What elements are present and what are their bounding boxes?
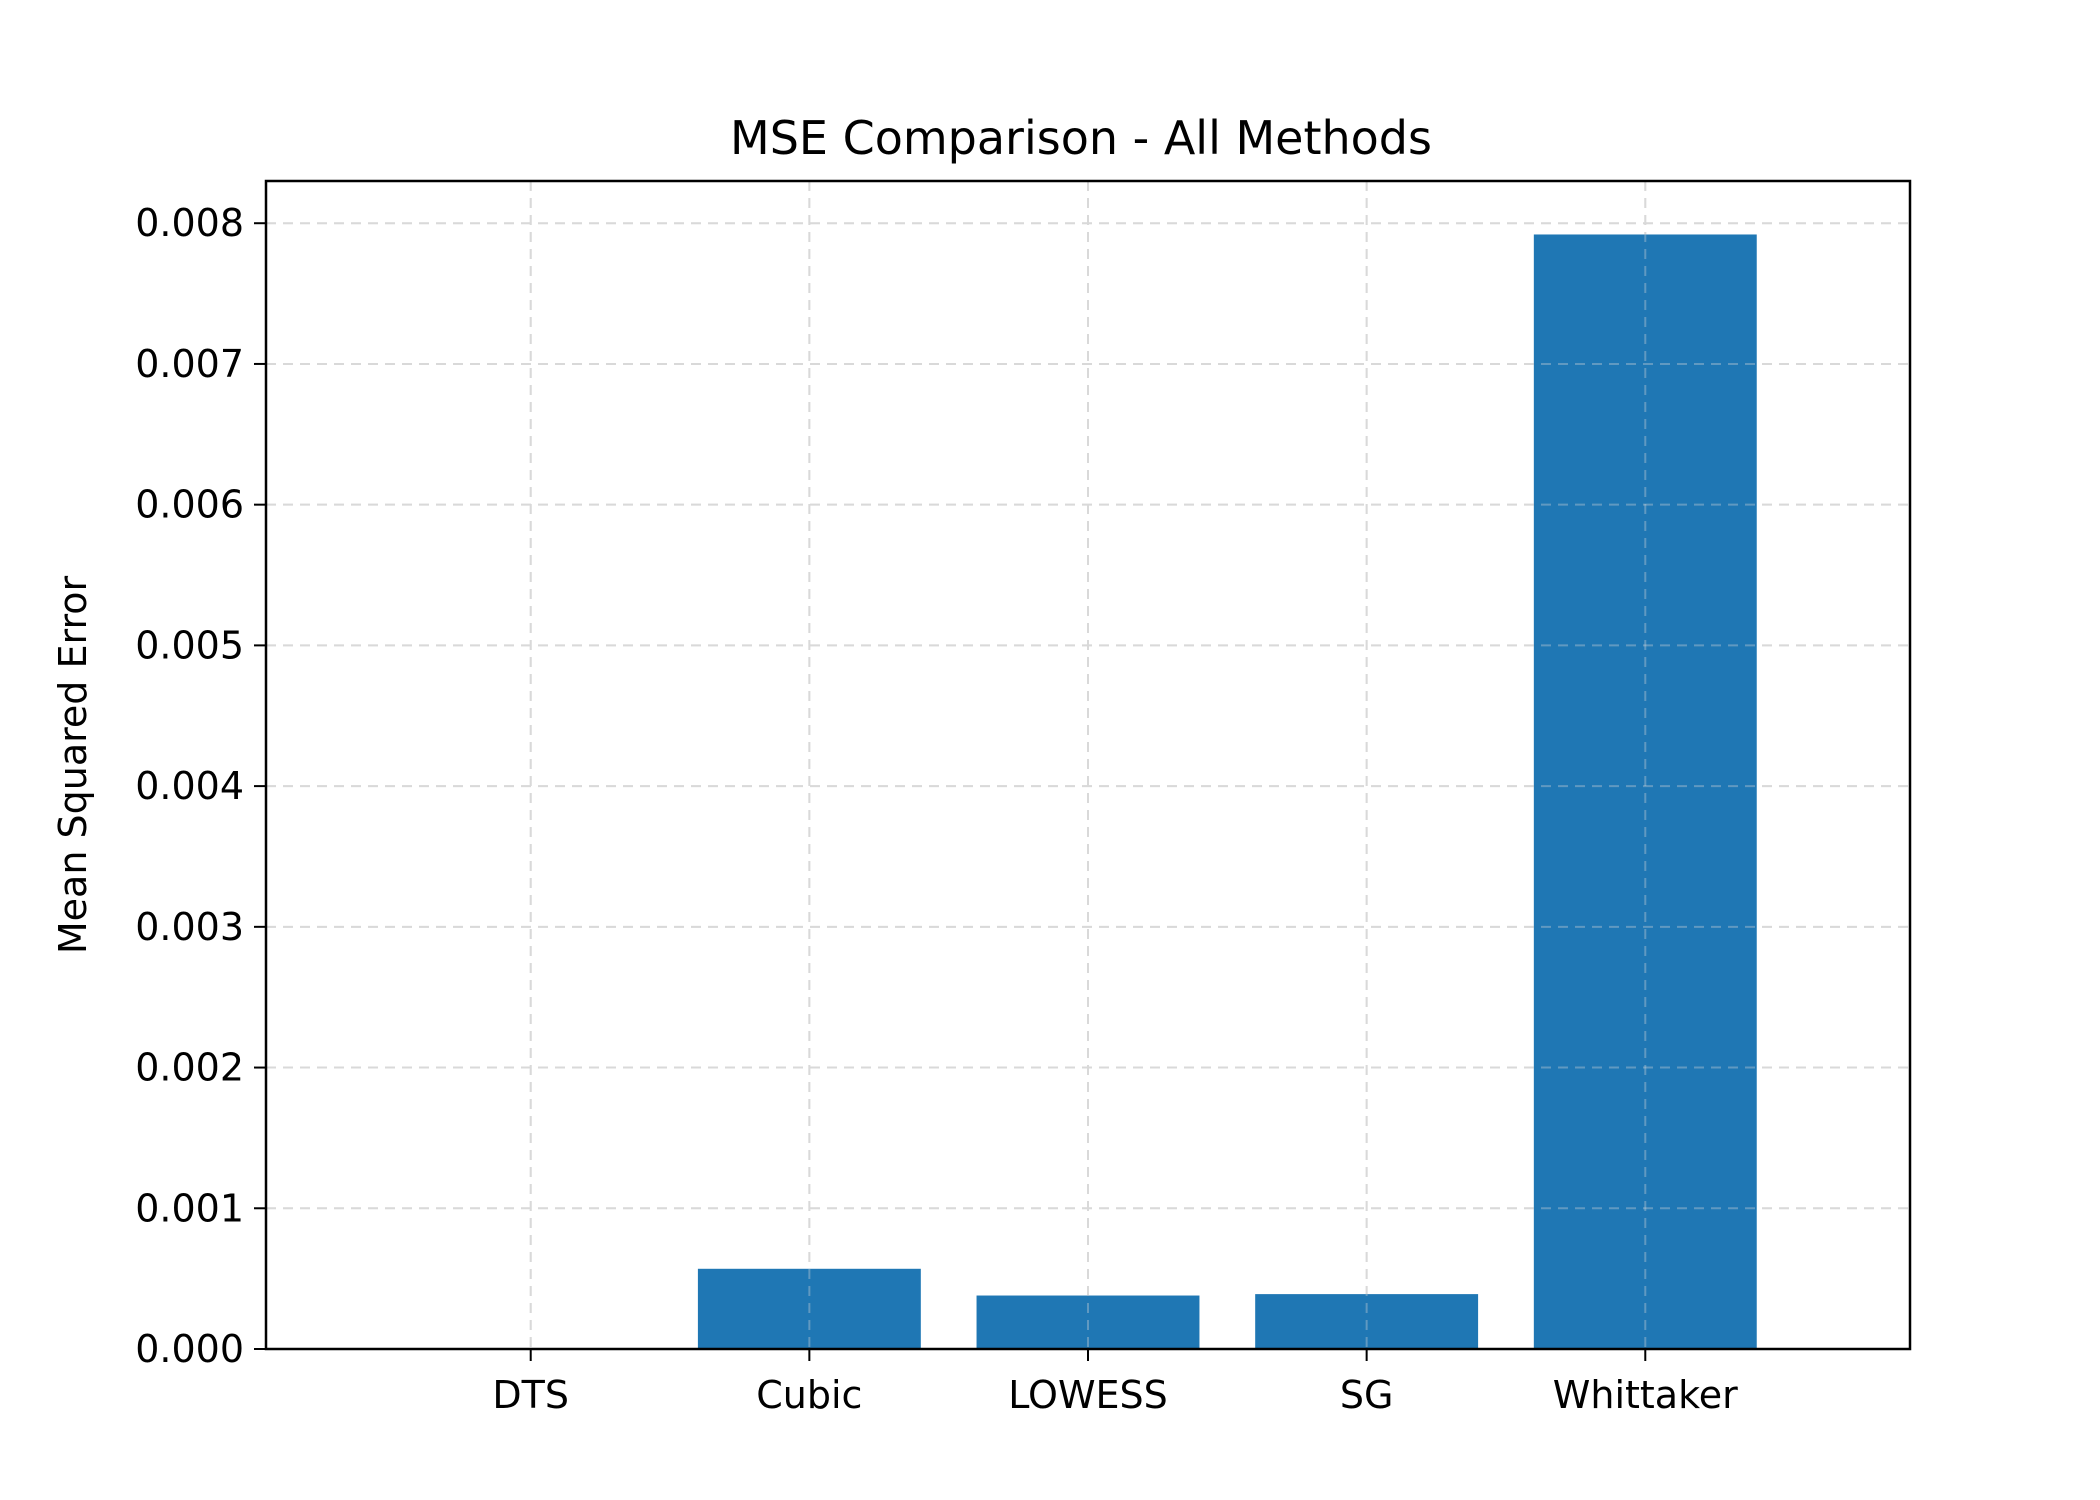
x-tick-label: SG (1340, 1373, 1394, 1417)
bar-cubic (697, 1268, 921, 1349)
bar-whittaker (1533, 234, 1757, 1349)
bar-layer (697, 234, 1757, 1349)
x-tick-label: Whittaker (1553, 1373, 1738, 1417)
grid-overlay-layer (266, 181, 1910, 1350)
y-tick-label: 0.002 (135, 1046, 244, 1090)
bar-lowess (976, 1295, 1200, 1349)
y-tick-label: 0.000 (135, 1327, 244, 1371)
bar-sg (1255, 1294, 1479, 1349)
chart-title: MSE Comparison - All Methods (730, 111, 1432, 165)
y-tick-label: 0.003 (135, 905, 244, 949)
x-tick-label: LOWESS (1008, 1373, 1168, 1417)
y-tick-label: 0.001 (135, 1186, 244, 1230)
x-tick-label: DTS (492, 1373, 569, 1417)
tick-layer: 0.000 0.001 0.002 0.003 0.004 0.005 0.006 0.007… (135, 201, 1738, 1417)
x-tick-label: Cubic (756, 1373, 862, 1417)
y-tick-label: 0.007 (135, 342, 244, 386)
y-tick-label: 0.004 (135, 764, 244, 808)
y-tick-label: 0.008 (135, 201, 244, 245)
y-tick-label: 0.005 (135, 623, 244, 667)
y-axis-label: Mean Squared Error (51, 576, 95, 955)
y-tick-label: 0.006 (135, 483, 244, 527)
